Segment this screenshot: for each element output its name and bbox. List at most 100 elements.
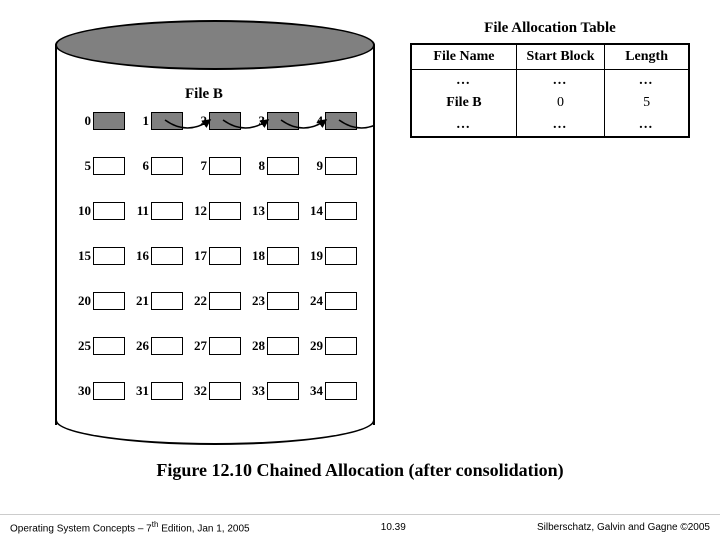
block-box-empty [209, 247, 241, 265]
block-number: 0 [75, 113, 93, 129]
block-box-empty [325, 202, 357, 220]
block-box-empty [267, 337, 299, 355]
block-box-empty [325, 157, 357, 175]
block-number: 25 [75, 338, 93, 354]
block-cell: 29 [307, 335, 365, 357]
block-number: 8 [249, 158, 267, 174]
block-number: 28 [249, 338, 267, 354]
block-box-empty [267, 292, 299, 310]
file-b-label: File B [185, 86, 223, 103]
block-cell: 13 [249, 200, 307, 222]
slide-footer: Operating System Concepts – 7th Edition,… [0, 514, 720, 540]
fat-cell: … [517, 114, 605, 136]
footer-right: Silberschatz, Galvin and Gagne ©2005 [537, 522, 710, 533]
block-box-filled [209, 112, 241, 130]
block-cell: 21 [133, 290, 191, 312]
block-cell: 26 [133, 335, 191, 357]
block-box-empty [209, 157, 241, 175]
fat-table-box: File Name Start Block Length ………File B05… [410, 43, 690, 138]
block-box-empty [209, 337, 241, 355]
block-row: 25 26 27 28 29 [75, 335, 365, 357]
block-box-empty [93, 382, 125, 400]
block-box-empty [93, 247, 125, 265]
fat-cell: … [517, 70, 605, 92]
block-cell: 14 [307, 200, 365, 222]
block-box-empty [209, 292, 241, 310]
disk-cylinder: File B 012345678910111213141516171819202… [55, 20, 375, 445]
block-cell: 25 [75, 335, 133, 357]
block-cell: 6 [133, 155, 191, 177]
block-box-empty [325, 337, 357, 355]
fat-cell: … [605, 114, 688, 136]
block-cell: 5 [75, 155, 133, 177]
block-number: 24 [307, 293, 325, 309]
block-number: 5 [75, 158, 93, 174]
block-number: 32 [191, 383, 209, 399]
block-box-empty [267, 202, 299, 220]
fat-cell: 5 [605, 92, 688, 114]
block-box-empty [93, 292, 125, 310]
block-cell: 3 [249, 110, 307, 132]
block-number: 34 [307, 383, 325, 399]
fat-header-length: Length [605, 45, 688, 69]
block-number: 2 [191, 113, 209, 129]
block-cell: 15 [75, 245, 133, 267]
block-box-empty [93, 157, 125, 175]
block-box-empty [93, 202, 125, 220]
block-box-filled [267, 112, 299, 130]
block-cell: 28 [249, 335, 307, 357]
block-cell: 11 [133, 200, 191, 222]
block-number: 12 [191, 203, 209, 219]
fat-header-row: File Name Start Block Length [412, 45, 688, 70]
block-number: 14 [307, 203, 325, 219]
fat-row: ……… [412, 114, 688, 136]
block-cell: 9 [307, 155, 365, 177]
block-box-empty [325, 247, 357, 265]
fat-cell: … [412, 70, 517, 92]
block-cell: 12 [191, 200, 249, 222]
block-number: 4 [307, 113, 325, 129]
block-number: 20 [75, 293, 93, 309]
block-box-empty [151, 202, 183, 220]
block-cell: 20 [75, 290, 133, 312]
block-number: 1 [133, 113, 151, 129]
block-number: 11 [133, 203, 151, 219]
block-row: 0 1 2 34 [75, 110, 365, 132]
fat-cell: … [412, 114, 517, 136]
block-number: 27 [191, 338, 209, 354]
cylinder-top-ellipse [55, 20, 375, 70]
fat-cell: File B [412, 92, 517, 114]
block-row: 3031 32 33 34 [75, 380, 365, 402]
block-cell: 19 [307, 245, 365, 267]
block-number: 15 [75, 248, 93, 264]
block-number: 10 [75, 203, 93, 219]
block-number: 16 [133, 248, 151, 264]
block-cell: 30 [75, 380, 133, 402]
fat-cell: … [605, 70, 688, 92]
block-cell: 0 [75, 110, 133, 132]
footer-left-a: Operating System Concepts – 7 [10, 524, 152, 535]
block-number: 6 [133, 158, 151, 174]
figure-caption: Figure 12.10 Chained Allocation (after c… [0, 460, 720, 481]
block-box-empty [151, 247, 183, 265]
block-number: 33 [249, 383, 267, 399]
footer-page-number: 10.39 [381, 522, 406, 533]
block-box-empty [267, 382, 299, 400]
fat-row: File B05 [412, 92, 688, 114]
block-cell: 2 [191, 110, 249, 132]
fat-header-startblock: Start Block [517, 45, 605, 69]
block-cell: 34 [307, 380, 365, 402]
block-number: 31 [133, 383, 151, 399]
block-cell: 24 [307, 290, 365, 312]
block-box-empty [151, 337, 183, 355]
block-cell: 17 [191, 245, 249, 267]
block-cell: 10 [75, 200, 133, 222]
block-number: 9 [307, 158, 325, 174]
block-box-empty [325, 382, 357, 400]
fat-title: File Allocation Table [410, 20, 690, 37]
block-box-empty [151, 382, 183, 400]
block-box-empty [209, 202, 241, 220]
block-box-empty [151, 292, 183, 310]
block-number: 22 [191, 293, 209, 309]
block-number: 26 [133, 338, 151, 354]
